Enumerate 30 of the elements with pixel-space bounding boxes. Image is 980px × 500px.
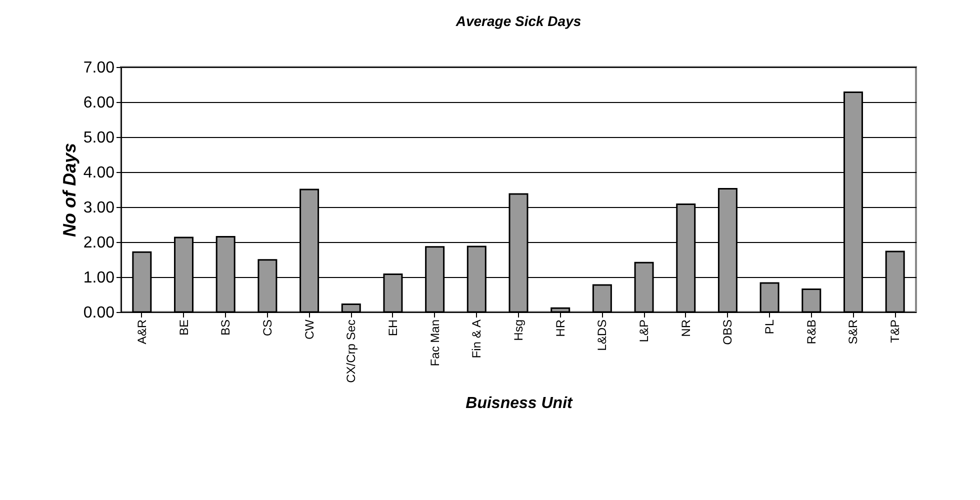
y-tick-label: 3.00 xyxy=(83,200,115,216)
x-tick-label: A&R xyxy=(134,319,149,344)
x-tick-label: R&B xyxy=(804,320,818,344)
y-tick-label: 6.00 xyxy=(83,94,115,112)
x-tick-label: T&P xyxy=(888,320,902,343)
x-tick-label: Fac Man xyxy=(428,320,442,366)
y-tick-label: 0.00 xyxy=(83,304,115,322)
x-tick-label: Hsg xyxy=(512,320,526,341)
x-tick-label: NR xyxy=(678,319,693,337)
x-tick-label: PL xyxy=(762,319,777,334)
x-tick-label: EH xyxy=(386,320,400,336)
y-tick-label: 5.00 xyxy=(83,130,115,146)
x-axis-title: Buisness Unit xyxy=(466,394,574,412)
y-tick-label: 2.00 xyxy=(83,234,115,252)
y-tick-label: 7.00 xyxy=(83,60,115,76)
x-tick-label: Fin & A xyxy=(470,320,484,358)
x-tick-label: L&P xyxy=(637,320,652,342)
x-tick-label: BS xyxy=(218,320,233,336)
x-tick-label: S&R xyxy=(846,319,860,344)
x-tick-label: HR xyxy=(553,319,568,337)
x-tick-label: CS xyxy=(260,320,274,336)
y-tick-label: 1.00 xyxy=(83,270,115,286)
y-axis-title: No of Days xyxy=(59,142,80,238)
x-tick-label: CW xyxy=(302,318,316,340)
x-tick-label: CX/Crp Sec xyxy=(344,320,358,383)
x-tick-label: BE xyxy=(176,320,191,336)
x-tick-label: L&DS xyxy=(595,320,610,351)
y-tick-label: 4.00 xyxy=(83,164,115,182)
x-tick-label: OBS xyxy=(720,320,735,345)
chart-title: Average Sick Days xyxy=(454,13,582,29)
